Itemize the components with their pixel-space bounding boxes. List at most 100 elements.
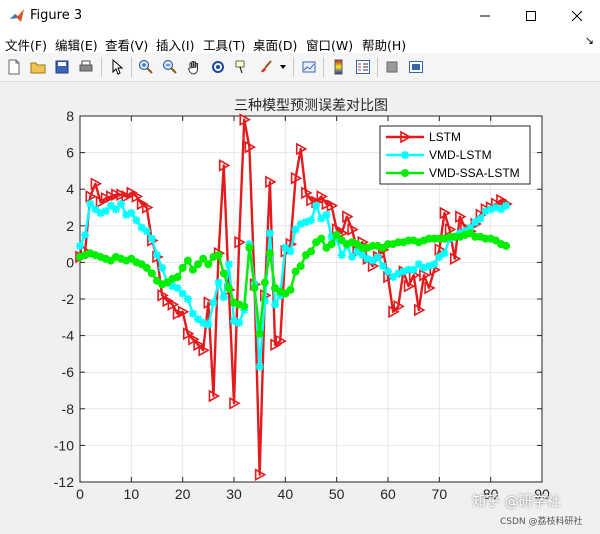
y-tick-label: -6 <box>62 364 75 380</box>
data-point-vmd-lstm <box>127 208 136 217</box>
watermark-csdn: CSDN @荔枝科研社 <box>500 517 583 527</box>
open-file-icon[interactable] <box>27 56 49 78</box>
y-tick-label: -4 <box>62 328 75 344</box>
maximize-icon <box>526 11 536 21</box>
data-point-vmd-ssa-lstm <box>260 278 269 287</box>
title-bar: Figure 3 <box>0 0 600 32</box>
data-point-vmd-ssa-lstm <box>183 256 192 265</box>
data-point-vmd-lstm <box>194 315 203 324</box>
data-point-vmd-lstm <box>183 295 192 303</box>
data-point-lstm <box>347 223 359 236</box>
y-tick-label: -12 <box>54 474 74 490</box>
close-button[interactable] <box>554 0 600 32</box>
y-tick-label: 4 <box>66 181 74 197</box>
data-point-vmd-ssa-lstm <box>250 284 259 293</box>
chart-svg: 0 10 20 30 40 50 60 70 80 90 -12 -10 -8 -6 -4 -2 0 2 4 6 8 三种… <box>54 98 550 502</box>
maximize-button[interactable] <box>508 0 554 32</box>
data-point-vmd-lstm <box>322 210 331 219</box>
data-point-vmd-lstm <box>255 362 264 371</box>
rotate-3d-icon[interactable] <box>207 56 229 78</box>
data-point-vmd-lstm <box>414 260 423 269</box>
data-point-vmd-lstm <box>409 265 418 274</box>
data-point-vmd-lstm <box>348 252 357 261</box>
data-point-vmd-lstm <box>373 252 382 261</box>
data-point-lstm <box>203 296 215 310</box>
zoom-out-icon[interactable] <box>159 56 181 78</box>
data-point-vmd-ssa-lstm <box>291 267 300 276</box>
data-cursor-icon[interactable] <box>231 56 253 78</box>
menu-file[interactable]: 文件(F) <box>5 38 47 53</box>
data-point-vmd-lstm <box>368 256 377 265</box>
legend-marker <box>400 130 412 144</box>
data-point-lstm <box>444 223 457 236</box>
data-point-lstm <box>326 199 339 213</box>
menu-edit[interactable]: 编辑(E) <box>55 38 98 53</box>
y-tick-label: 8 <box>66 108 74 124</box>
data-point-vmd-lstm <box>86 199 95 208</box>
show-plot-tools-icon[interactable] <box>405 56 427 78</box>
pan-hand-icon[interactable] <box>183 56 205 78</box>
data-point-vmd-lstm <box>76 241 84 250</box>
data-point-lstm <box>393 299 405 313</box>
data-point-lstm <box>198 343 210 357</box>
menu-desktop[interactable]: 桌面(D) <box>253 38 298 53</box>
legend-marker <box>401 151 409 159</box>
data-point-vmd-lstm <box>353 247 362 256</box>
menu-insert[interactable]: 插入(I) <box>156 38 195 53</box>
data-point-vmd-lstm <box>265 229 274 238</box>
brush-icon[interactable] <box>255 56 277 78</box>
print-icon[interactable] <box>75 56 97 78</box>
new-figure-icon[interactable] <box>3 56 25 78</box>
x-tick-label: 90 <box>534 486 550 502</box>
window-title: Figure 3 <box>30 8 83 23</box>
data-point-vmd-ssa-lstm <box>173 273 182 282</box>
select-arrow-icon[interactable] <box>106 56 128 78</box>
zoom-in-icon[interactable] <box>135 56 157 78</box>
menu-help[interactable]: 帮助(H) <box>362 38 407 53</box>
data-point-vmd-ssa-lstm <box>502 241 511 250</box>
minimize-button[interactable] <box>462 0 508 32</box>
data-point-vmd-lstm <box>178 289 187 298</box>
data-point-vmd-lstm <box>435 252 444 261</box>
data-point-vmd-lstm <box>430 260 439 269</box>
minimize-icon <box>480 15 490 17</box>
y-tick-label: -10 <box>54 437 74 453</box>
data-point-vmd-ssa-lstm <box>194 260 203 269</box>
data-point-vmd-lstm <box>101 207 110 216</box>
data-point-vmd-lstm <box>271 300 280 309</box>
y-tick-label: -8 <box>62 401 75 417</box>
colorbar-icon[interactable] <box>328 56 350 78</box>
data-point-lstm <box>90 177 103 191</box>
brush-dropdown-icon[interactable] <box>277 56 289 78</box>
data-point-vmd-ssa-lstm <box>142 263 151 272</box>
figure-toolbar <box>0 53 600 82</box>
data-point-vmd-lstm <box>147 234 156 243</box>
menu-view[interactable]: 查看(V) <box>105 38 149 53</box>
data-point-vmd-lstm <box>235 318 244 327</box>
menu-tools[interactable]: 工具(T) <box>203 38 246 53</box>
data-point-vmd-ssa-lstm <box>147 269 156 278</box>
y-tick-label: 2 <box>66 218 74 234</box>
legend-icon[interactable] <box>352 56 374 78</box>
y-tick-label: -2 <box>62 291 75 307</box>
data-point-vmd-lstm <box>111 205 120 214</box>
data-point-lstm <box>342 210 354 224</box>
data-point-vmd-ssa-lstm <box>327 240 336 249</box>
y-tick-label: 0 <box>66 254 74 270</box>
close-icon <box>572 11 582 21</box>
data-point-lstm <box>265 175 277 189</box>
data-point-vmd-lstm <box>307 216 315 225</box>
data-point-vmd-lstm <box>142 227 151 236</box>
data-point-vmd-ssa-lstm <box>332 230 341 239</box>
save-icon[interactable] <box>51 56 73 78</box>
dock-arrow-icon[interactable]: ↘ <box>584 34 594 47</box>
data-point-vmd-ssa-lstm <box>188 265 197 274</box>
figure-canvas: 0 10 20 30 40 50 60 70 80 90 -12 -10 -8 -6 -4 -2 0 2 4 6 8 三种… <box>0 82 600 531</box>
link-plot-icon[interactable] <box>298 56 320 78</box>
data-point-lstm <box>413 303 426 317</box>
menu-window[interactable]: 窗口(W) <box>306 38 354 53</box>
hide-plot-tools-icon[interactable] <box>381 56 403 78</box>
data-point-vmd-lstm <box>153 251 161 260</box>
x-tick-label: 0 <box>76 486 84 502</box>
data-point-vmd-lstm <box>378 262 387 271</box>
